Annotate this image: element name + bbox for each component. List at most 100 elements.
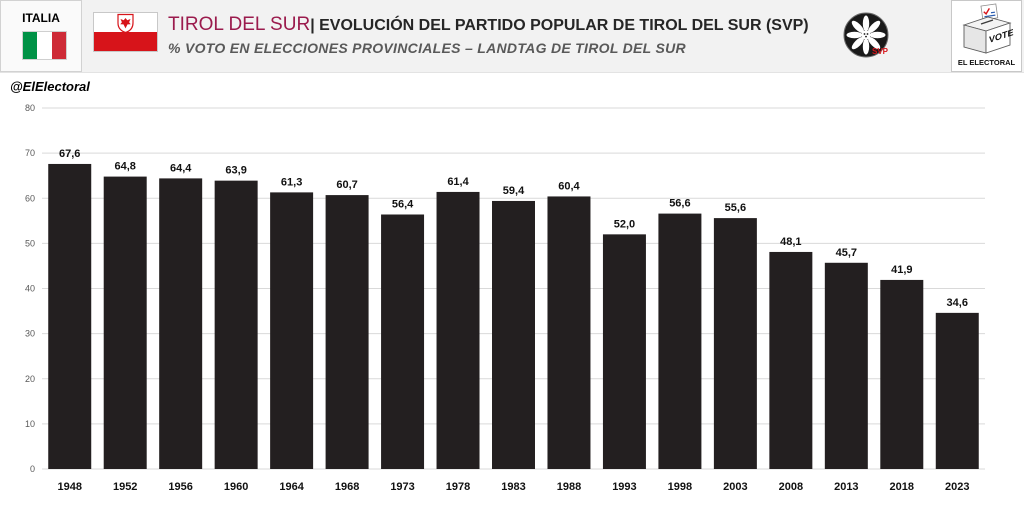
south-tyrol-flag-icon (93, 12, 158, 52)
y-axis-tick-labels: 0 10 20 30 40 50 60 70 80 (25, 103, 35, 474)
italy-flag-icon (22, 31, 67, 60)
x-axis-tick-labels: 1948 1952 1956 1960 1964 1968 1973 1978 1983 1988… (57, 481, 969, 493)
bar (214, 180, 258, 469)
data-label: 41,9 (891, 264, 912, 276)
x-tick-label: 2023 (945, 481, 969, 493)
data-label: 34,6 (947, 297, 968, 309)
data-labels: 67,6 64,8 64,4 63,9 61,3 60,7 56,4 61,4 59,4 60,4… (59, 148, 968, 309)
bar (436, 191, 480, 469)
data-label: 45,7 (836, 247, 857, 259)
x-tick-label: 2008 (779, 481, 803, 493)
bar (602, 234, 646, 469)
chart-subtitle: % VOTO EN ELECCIONES PROVINCIALES – LAND… (168, 40, 686, 56)
bar (658, 213, 702, 469)
ballot-line (990, 11, 996, 14)
edelweiss-dot (863, 33, 866, 35)
data-label: 67,6 (59, 148, 80, 160)
country-box: ITALIA (0, 0, 82, 72)
brand-name: EL ELECTORAL (958, 58, 1016, 67)
y-tick-label: 40 (25, 284, 35, 294)
flag-field-red (93, 32, 158, 52)
y-tick-label: 10 (25, 419, 35, 429)
ballot-check-mark (983, 8, 990, 16)
y-tick-label: 80 (25, 103, 35, 113)
box-slot (980, 19, 994, 25)
x-tick-label: 1964 (279, 481, 304, 493)
country-label: ITALIA (22, 11, 60, 25)
x-tick-label: 1960 (224, 481, 248, 493)
x-tick-label: 2018 (890, 481, 914, 493)
flag-stripe-red (51, 32, 66, 59)
data-label: 48,1 (780, 236, 801, 248)
bar (159, 178, 203, 469)
eagle-icon (120, 18, 131, 29)
x-tick-label: 1993 (612, 481, 636, 493)
edelweiss-petal (862, 15, 870, 32)
data-label: 63,9 (225, 165, 246, 177)
edelweiss-icon (846, 15, 886, 55)
data-label: 61,4 (447, 176, 469, 188)
chart-title-text: | EVOLUCIÓN DEL PARTIDO POPULAR DE TIROL… (310, 17, 809, 34)
flag-stripe-white (37, 32, 52, 59)
y-tick-label: 0 (30, 464, 35, 474)
bar (769, 251, 813, 469)
bar (103, 176, 147, 469)
x-tick-label: 1988 (557, 481, 581, 493)
data-label: 60,4 (558, 180, 580, 192)
x-tick-label: 1973 (390, 481, 414, 493)
party-logo-text: SVP (872, 47, 889, 56)
y-tick-label: 30 (25, 329, 35, 339)
bar (824, 262, 868, 469)
data-label: 64,8 (114, 161, 135, 173)
chart-title: TIROL DEL SUR| EVOLUCIÓN DEL PARTIDO POP… (168, 13, 809, 38)
data-label: 56,6 (669, 198, 690, 210)
data-label: 52,0 (614, 218, 635, 230)
data-label: 64,4 (170, 162, 192, 174)
box-right-face (985, 22, 1011, 54)
edelweiss-petal (846, 31, 863, 39)
edelweiss-petal (868, 20, 881, 33)
edelweiss-petal (862, 38, 870, 55)
bar (547, 196, 591, 469)
data-label: 59,4 (503, 185, 525, 197)
x-tick-label: 1983 (501, 481, 525, 493)
bar (492, 200, 535, 469)
x-tick-label: 2003 (723, 481, 747, 493)
data-label: 55,6 (725, 202, 746, 214)
bars (48, 163, 979, 469)
bar (270, 192, 314, 469)
bar (880, 279, 924, 469)
x-tick-label: 1978 (446, 481, 470, 493)
edelweiss-dot (866, 33, 869, 35)
data-label: 60,7 (336, 179, 357, 191)
data-label: 56,4 (392, 198, 414, 210)
x-tick-label: 1952 (113, 481, 137, 493)
edelweiss-center (861, 30, 871, 40)
svp-edelweiss-logo: SVP (843, 12, 889, 58)
x-tick-label: 1968 (335, 481, 359, 493)
bar-chart: 0 10 20 30 40 50 60 70 80 67,6 64,8 64,4 63,9 61,3 60… (25, 103, 985, 493)
social-handle: @ElElectoral (10, 79, 90, 94)
flag-outline (93, 12, 158, 52)
edelweiss-petal (869, 31, 886, 39)
bar (325, 195, 369, 469)
data-label: 61,3 (281, 176, 302, 188)
chart-title-region: TIROL DEL SUR (168, 14, 311, 35)
bar (381, 214, 425, 469)
edelweiss-petal (851, 37, 864, 50)
x-tick-label: 1998 (668, 481, 692, 493)
ballot-box-logo: VOTE EL ELECTORAL (958, 3, 1016, 67)
bar (48, 163, 92, 469)
ballot-line (984, 14, 996, 18)
x-tick-label: 1948 (57, 481, 81, 493)
edelweiss-petal (868, 37, 881, 50)
flag-stripe-green (23, 32, 38, 59)
x-tick-label: 2013 (834, 481, 858, 493)
y-tick-label: 70 (25, 148, 35, 158)
bar (935, 312, 979, 469)
header-band: ITALIA TIROL DEL SUR| EVOLUCIÓN DEL PART… (0, 0, 1024, 73)
y-tick-label: 60 (25, 193, 35, 203)
edelweiss-dot (865, 35, 867, 38)
brand-logo: VOTE EL ELECTORAL (951, 0, 1022, 72)
x-tick-label: 1956 (168, 481, 192, 493)
